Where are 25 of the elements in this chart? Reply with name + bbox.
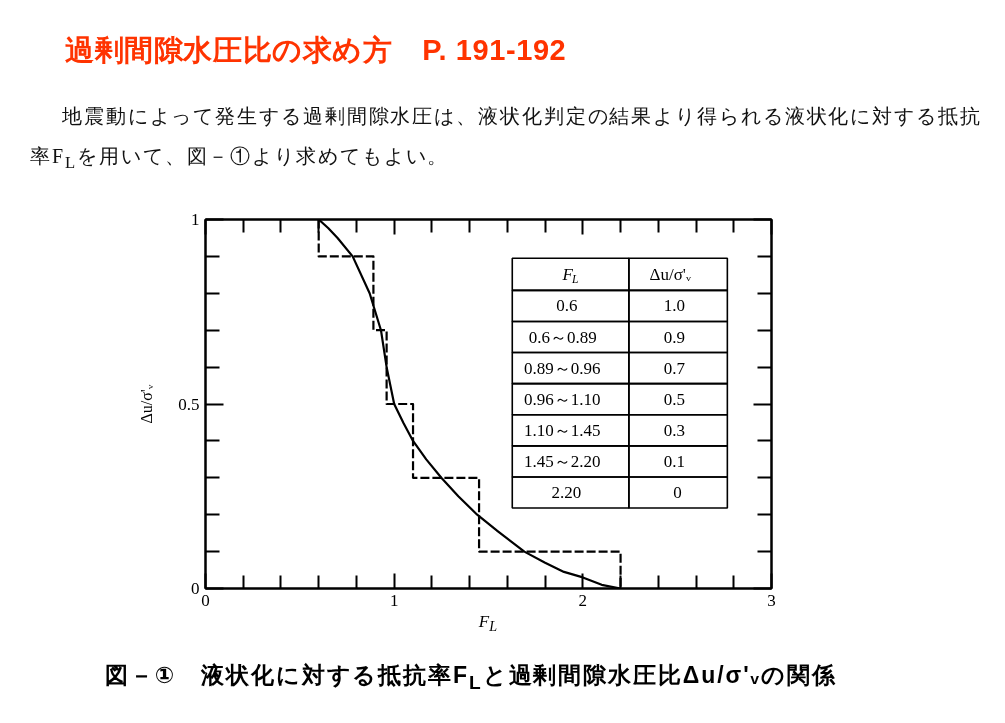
x-tick-label: 2 [578, 590, 588, 610]
annotation: 0.89～0.96 [523, 358, 601, 378]
annotation: 0.1 [663, 451, 686, 471]
annotation: 2.20 [551, 483, 582, 503]
annotation: 0.5 [663, 389, 686, 409]
x-tick-label: 3 [767, 590, 776, 610]
annotation: 図－① 液状化に対する抵抗率F$_{L}$と過剰間隙水圧比Δu/σ'ᵥの関係 [104, 661, 837, 695]
annotation: Δu/σ'ᵥ [649, 264, 692, 284]
x-tick-label: 1 [389, 590, 399, 610]
annotation: 0.96～1.10 [523, 389, 601, 409]
chart-subtitle: 地震動によって発生する過剰間隙水圧は、液状化判定の結果より得られる液状化に対する抵抗率F$_{L}$を用いて、図－①より求めてもよい。 [29, 104, 983, 174]
y-axis-title: Δu/σ'ᵥ [138, 384, 156, 424]
annotation: 0.9 [663, 327, 686, 347]
annotation: 0.3 [663, 420, 686, 440]
chart-title: 過剰間隙水圧比の求め方 P. 191-192 [64, 33, 567, 68]
y-tick-label: 0.5 [178, 394, 200, 414]
annotation: 0.7 [663, 358, 686, 378]
annotation: 1.10～1.45 [523, 420, 601, 440]
annotation: 1.45～2.20 [523, 451, 601, 471]
annotation: 0 [673, 483, 682, 503]
annotation: 0.6 [556, 296, 578, 316]
annotation: 1.0 [663, 296, 686, 316]
x-axis-title: F$_{L}$ [477, 614, 499, 635]
annotation: 0.6～0.89 [528, 327, 597, 347]
y-tick-label: 1 [191, 210, 200, 229]
